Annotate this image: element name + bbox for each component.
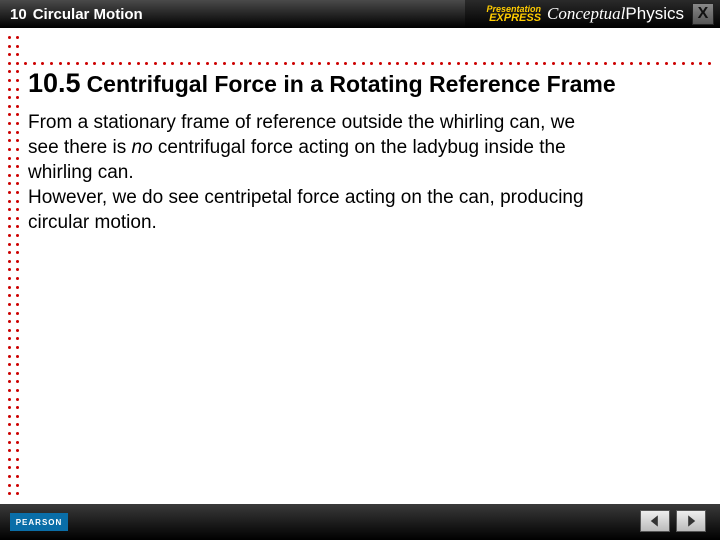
chapter-number: 10 xyxy=(10,6,27,23)
next-button[interactable] xyxy=(676,510,706,532)
next-arrow-icon xyxy=(684,514,698,528)
body-p2: However, we do see centripetal force act… xyxy=(28,187,584,233)
dot-border-top xyxy=(24,62,712,66)
prev-arrow-icon xyxy=(648,514,662,528)
close-button[interactable]: X xyxy=(692,3,714,25)
section-title-text: Centrifugal Force in a Rotating Referenc… xyxy=(87,71,616,97)
section-number: 10.5 xyxy=(28,68,81,98)
body-text: From a stationary frame of reference out… xyxy=(28,110,588,235)
brand-area: Presentation EXPRESS ConceptualPhysics X xyxy=(465,0,720,28)
chapter-heading: 10 Circular Motion xyxy=(0,0,465,28)
top-bar: 10 Circular Motion Presentation EXPRESS … xyxy=(0,0,720,28)
dot-border-left-1 xyxy=(8,36,12,496)
section-heading: 10.5Centrifugal Force in a Rotating Refe… xyxy=(28,68,616,99)
brand-big: EXPRESS xyxy=(489,12,541,24)
prev-button[interactable] xyxy=(640,510,670,532)
slide-content: 10.5Centrifugal Force in a Rotating Refe… xyxy=(0,28,720,504)
dot-border-left-2 xyxy=(16,36,20,496)
book-brand-plain: Physics xyxy=(625,4,684,23)
close-icon: X xyxy=(698,5,709,23)
footer-bar: PEARSON xyxy=(0,504,720,540)
nav-buttons xyxy=(640,510,706,532)
chapter-title: Circular Motion xyxy=(33,6,143,23)
publisher-text: PEARSON xyxy=(16,518,63,527)
book-brand: ConceptualPhysics xyxy=(547,4,684,24)
body-p1-emphasis: no xyxy=(132,137,153,158)
presentation-express-logo: Presentation EXPRESS xyxy=(487,5,542,23)
publisher-logo: PEARSON xyxy=(10,513,68,531)
book-brand-italic: Conceptual xyxy=(547,4,625,23)
